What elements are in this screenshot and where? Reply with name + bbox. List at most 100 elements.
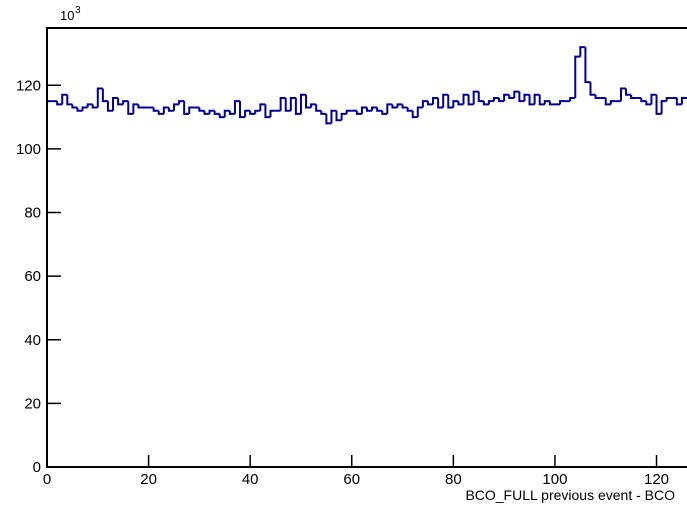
histogram-bin <box>487 100 494 105</box>
histogram-bin <box>355 110 362 115</box>
histogram-bin <box>259 103 266 111</box>
y-tick-label: 20 <box>24 395 41 412</box>
histogram-bin <box>178 100 185 105</box>
histogram-bin <box>680 96 687 105</box>
histogram-bin <box>381 110 388 115</box>
histogram-bin <box>254 109 261 114</box>
histogram-bin <box>538 94 545 106</box>
y-multiplier-exponent: 3 <box>75 5 81 16</box>
histogram-bin <box>396 103 403 108</box>
histogram-bin <box>528 94 535 106</box>
x-tick-label: 80 <box>445 471 462 488</box>
histogram-bin <box>299 93 307 114</box>
histogram-bin <box>472 90 479 105</box>
histogram-bin <box>284 97 291 112</box>
histogram-bin <box>589 82 596 96</box>
histogram-bin <box>76 107 83 112</box>
histogram-bin <box>574 55 581 98</box>
histogram-bin <box>305 94 312 109</box>
histogram-bin <box>371 106 378 111</box>
histogram-bin <box>498 97 505 103</box>
histogram-bin <box>71 104 78 109</box>
histogram-bin <box>457 101 464 106</box>
histogram-bin <box>152 107 159 112</box>
histogram-bin <box>91 104 98 109</box>
histogram-bin <box>437 97 444 109</box>
x-tick-label: 20 <box>140 471 157 488</box>
histogram-bin <box>508 94 515 99</box>
histogram-bin <box>244 109 251 118</box>
histogram-bin <box>640 97 647 103</box>
histogram-bin <box>101 88 108 103</box>
histogram-bin <box>127 101 134 115</box>
histogram-bin <box>366 107 373 112</box>
histogram-bin <box>625 88 632 96</box>
histogram-bin <box>559 100 566 105</box>
y-multiplier-base: 10 <box>60 8 74 23</box>
histogram-bin <box>645 101 652 106</box>
histogram-bin <box>442 93 449 108</box>
histogram-bin <box>122 100 129 105</box>
histogram-bin <box>198 107 205 112</box>
histogram-bin <box>112 96 119 111</box>
histogram-bin <box>650 93 657 105</box>
histogram-bin <box>482 101 489 106</box>
histogram-bin <box>523 93 530 102</box>
histogram-bin <box>447 94 454 109</box>
histogram-bin <box>345 109 352 114</box>
histogram-bin <box>401 104 408 109</box>
y-tick-label: 100 <box>16 141 41 158</box>
histogram-bin <box>132 103 139 114</box>
histogram-bin <box>655 94 662 115</box>
y-tick-label: 120 <box>16 77 41 94</box>
histogram-bin <box>183 101 190 115</box>
histogram-bin <box>218 113 225 119</box>
x-tick-label: 40 <box>242 471 259 488</box>
histogram-bin <box>172 103 180 111</box>
histogram-bin <box>426 101 434 106</box>
histogram-bin <box>391 104 398 109</box>
histogram-bin <box>310 103 317 108</box>
histogram-bin <box>86 103 93 108</box>
histogram-bin <box>513 90 520 98</box>
histogram-bin <box>330 109 337 124</box>
histogram-bin <box>213 110 220 115</box>
histogram-bin <box>157 110 164 115</box>
histogram-bin <box>386 103 393 114</box>
histogram-bin <box>56 101 63 106</box>
y-tick-label: 0 <box>33 459 41 476</box>
histogram-bin <box>406 107 413 112</box>
y-tick-label: 60 <box>24 268 41 285</box>
histogram-bin <box>462 93 469 105</box>
histogram-bin <box>518 91 525 103</box>
histogram-bin <box>61 93 68 105</box>
histogram-bin <box>249 110 256 115</box>
histogram-bin <box>340 112 347 121</box>
histogram-bin <box>376 107 383 112</box>
histogram-bin <box>432 96 439 105</box>
histogram-bin <box>630 94 637 99</box>
x-tick-label: 100 <box>542 471 567 488</box>
x-tick-label: 60 <box>343 471 360 488</box>
histogram-bin <box>315 104 322 112</box>
histogram-bin <box>228 110 235 115</box>
histogram-bin <box>665 96 672 102</box>
histogram-bin <box>492 96 500 102</box>
histogram-bin <box>279 96 286 111</box>
y-tick-label: 80 <box>24 205 41 222</box>
histogram-bin <box>604 97 611 106</box>
y-tick-label: 40 <box>24 332 41 349</box>
histogram-bin <box>167 107 174 112</box>
histogram-bin <box>548 101 555 106</box>
histogram-bin <box>162 106 169 114</box>
histogram-bin <box>594 94 601 99</box>
histogram-bin <box>579 46 586 57</box>
histogram-bin <box>96 87 103 108</box>
histogram-bin <box>289 96 296 111</box>
x-tick-label: 120 <box>644 471 669 488</box>
histogram-bin <box>239 101 246 119</box>
histogram-bin <box>188 106 195 114</box>
histogram-bin <box>421 100 428 108</box>
histogram-bin <box>503 93 510 102</box>
histogram-bin <box>269 109 276 118</box>
